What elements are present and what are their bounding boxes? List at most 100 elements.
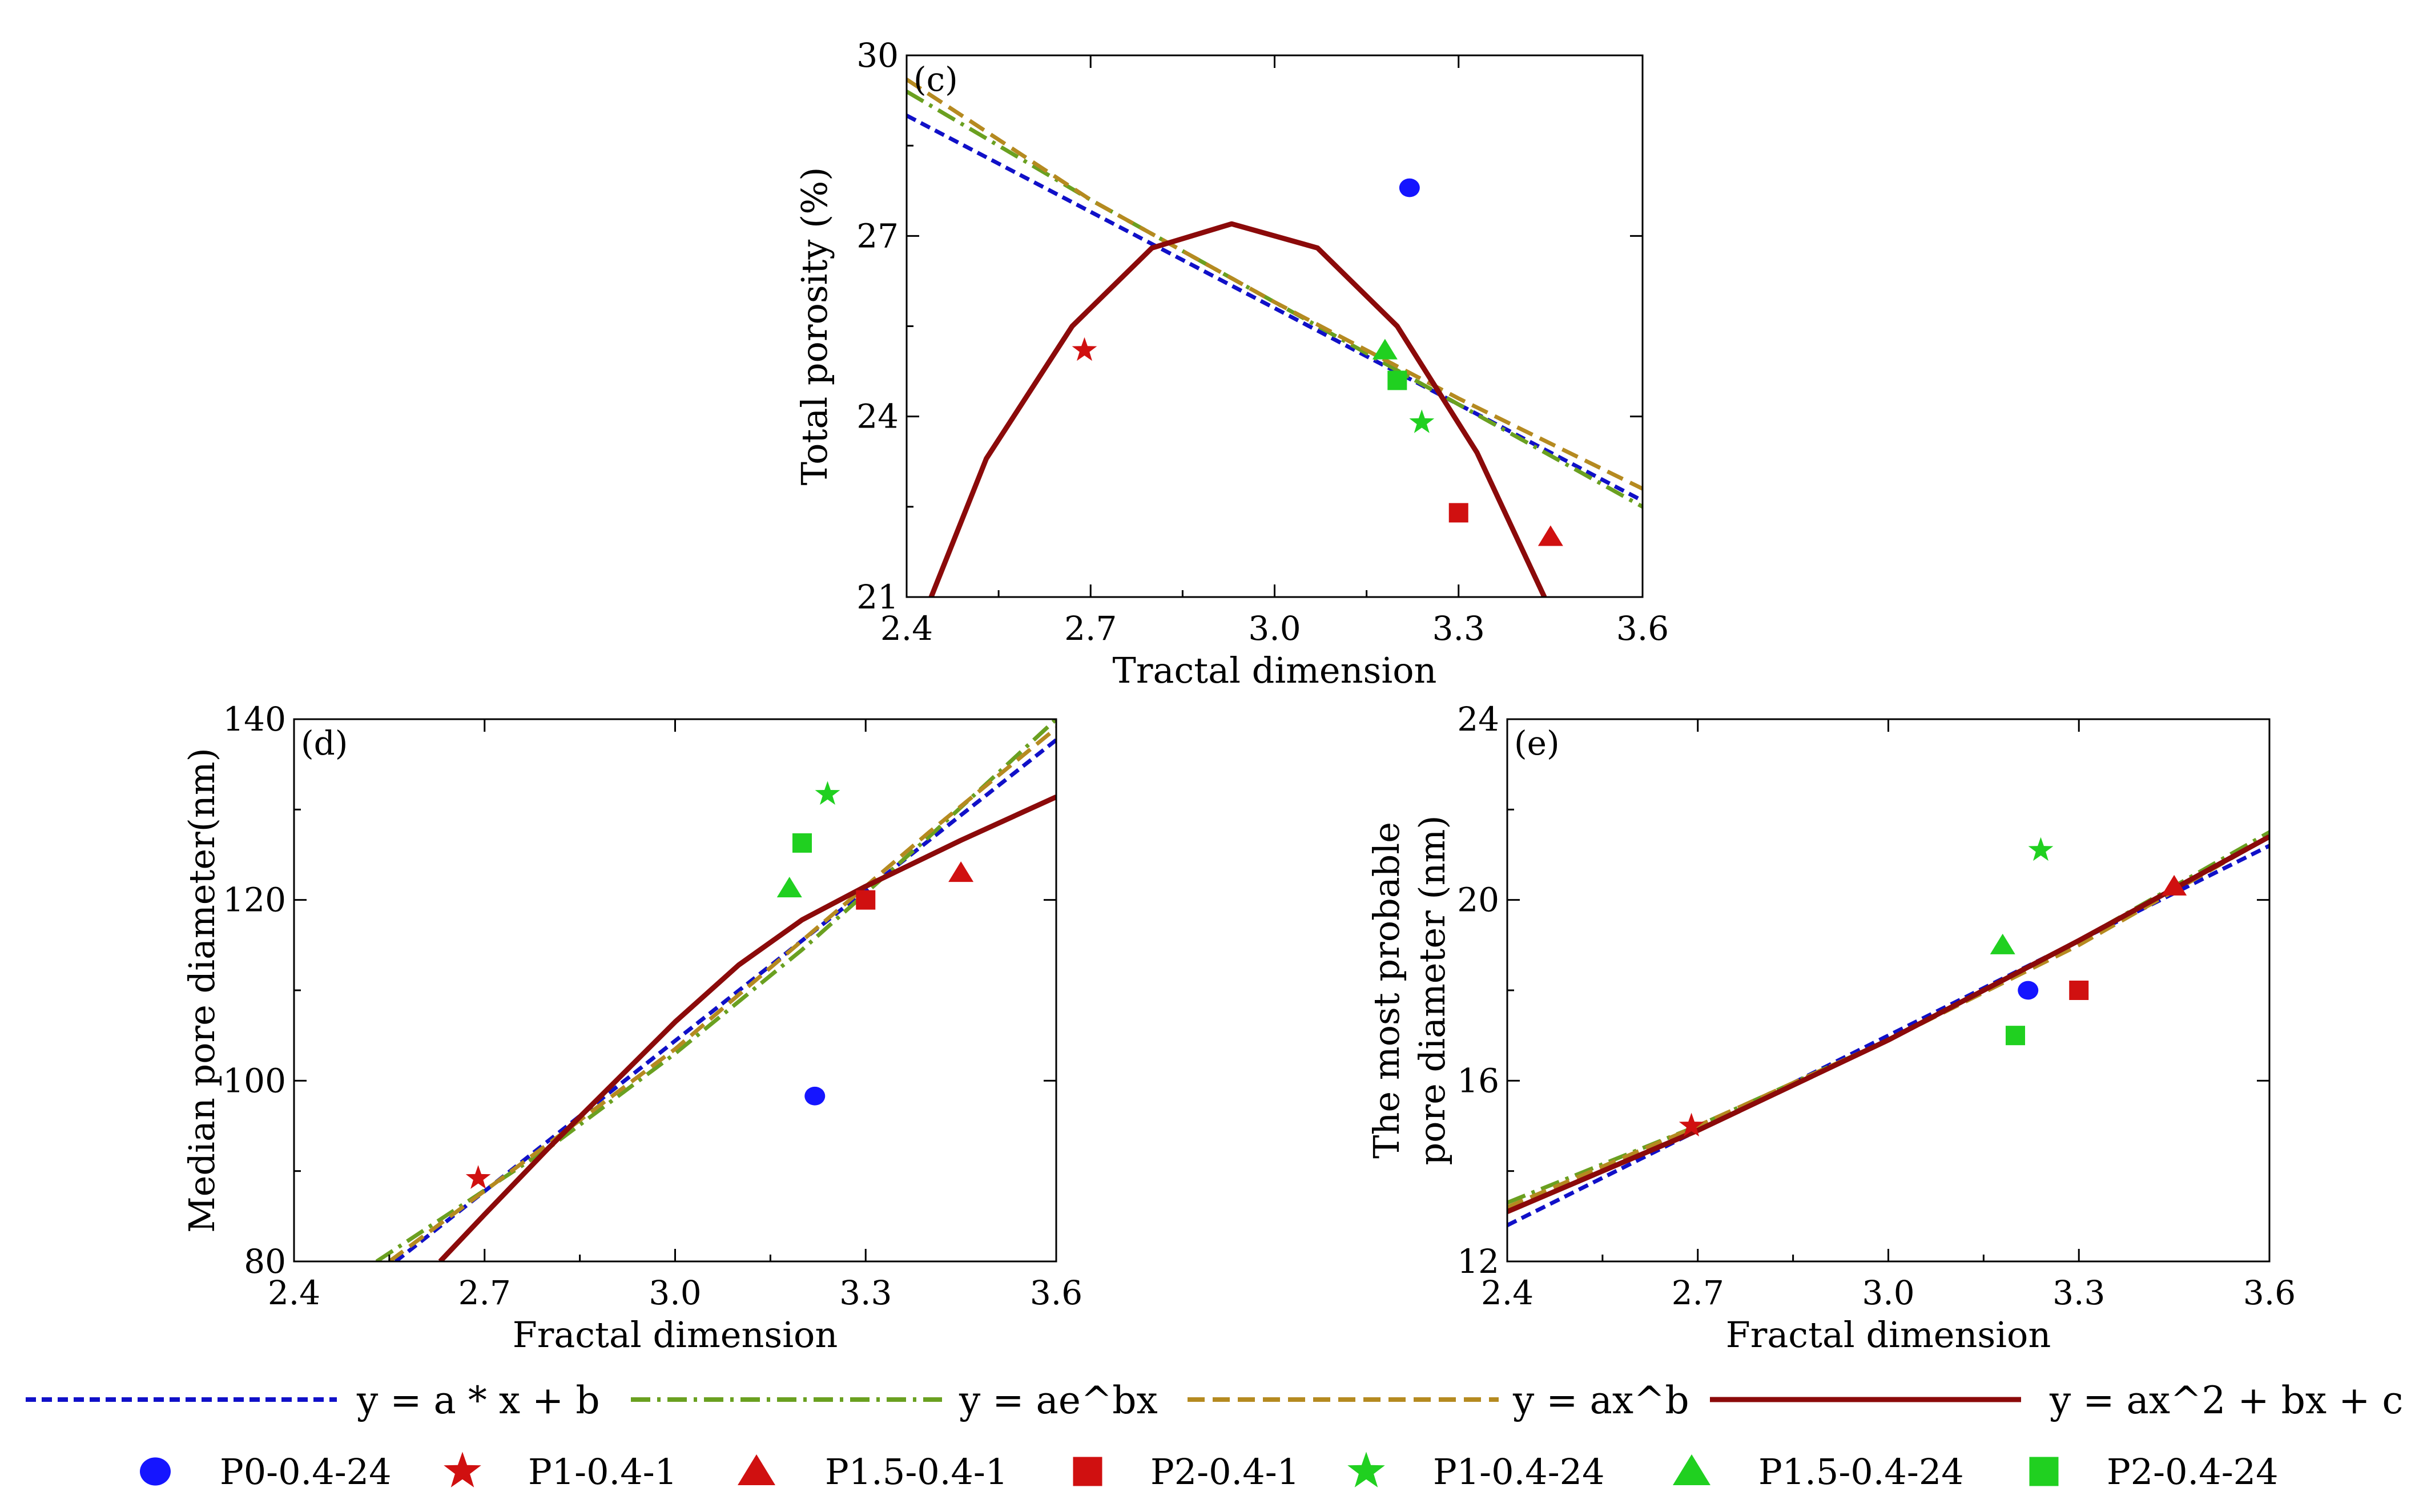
legend-marker-P1-0.4-24: [1347, 1451, 1385, 1487]
legend-label-quad: y = ax^2 + bx + c: [2049, 1378, 2403, 1422]
x-tick-label: 3.3: [1432, 609, 1485, 648]
y-tick-label: 12: [1457, 1242, 1499, 1281]
fit-line-quad: [438, 795, 1056, 1261]
chart-panel-e: 2.4 2.7 3.0 3.3 3.6 12 16 20 24 (e) Fractal dimens…: [1366, 700, 2296, 1356]
point-P0-0.4-24: [804, 1086, 826, 1106]
x-tick-label: 2.4: [268, 1273, 320, 1312]
x-tick-label: 2.4: [880, 609, 933, 648]
point-P1-0.4-24: [1409, 409, 1435, 433]
y-tick-label: 24: [1457, 700, 1499, 739]
x-tick-label: 3.0: [649, 1273, 701, 1312]
x-tick-label: 3.0: [1248, 609, 1301, 648]
y-tick-label: 16: [1457, 1061, 1499, 1100]
x-axis-label: Fractal dimension: [513, 1314, 838, 1356]
plot-frame: [905, 54, 1644, 598]
legend-marker-P1.5-0.4-1: [738, 1454, 775, 1485]
point-P2-0.4-1: [856, 890, 876, 910]
point-P0-0.4-24: [1399, 178, 1420, 197]
point-P1-0.4-1: [1679, 1112, 1704, 1137]
fit-line-power: [388, 727, 1056, 1261]
plot-frame: [1506, 718, 2271, 1263]
legend-label-linear: y = a * x + b: [356, 1378, 600, 1422]
point-P2-0.4-24: [792, 833, 812, 853]
y-tick-label: 100: [223, 1061, 286, 1100]
fit-line-exp: [1507, 830, 2269, 1205]
legend-label-sample: P1.5-0.4-1: [825, 1451, 1008, 1493]
x-tick-label: 3.3: [2052, 1273, 2105, 1312]
point-P1.5-0.4-1: [1537, 525, 1563, 546]
x-tick-label: 3.6: [1030, 1273, 1082, 1312]
panel-label: (d): [301, 724, 348, 763]
legend-label-sample: P1.5-0.4-24: [1758, 1451, 1964, 1493]
fit-line-power: [1507, 834, 2269, 1209]
data-points: [1072, 178, 1563, 546]
fit-lines: [375, 719, 1056, 1261]
y-tick-label: 24: [856, 397, 899, 436]
point-P0-0.4-24: [2018, 981, 2039, 1000]
point-P1.5-0.4-24: [1990, 933, 2015, 954]
legend-marker-P1.5-0.4-24: [1673, 1454, 1710, 1485]
point-P1-0.4-1: [1072, 337, 1097, 361]
chart-panel-d: 2.4 2.7 3.0 3.3 3.6 80 100 120 140 (d) Fractal dim…: [181, 700, 1082, 1356]
legend-marker-P2-0.4-1: [1073, 1457, 1102, 1486]
fit-line-exp: [375, 719, 1056, 1261]
chart-panel-c: 2.4 2.7 3.0 3.3 3.6 21 24 27 30 (c) Tractal dimens…: [794, 36, 1669, 691]
fit-line-linear: [907, 114, 1643, 503]
x-tick-label: 2.7: [1672, 1273, 1724, 1312]
plot-frame: [293, 718, 1057, 1263]
point-P1.5-0.4-24: [776, 877, 802, 898]
panel-label: (c): [913, 60, 958, 99]
fit-line-linear: [394, 738, 1056, 1261]
x-tick-label: 2.7: [1064, 609, 1117, 648]
point-P2-0.4-24: [1387, 370, 1407, 390]
point-P1.5-0.4-1: [2162, 874, 2187, 896]
x-tick-label: 3.6: [2243, 1273, 2296, 1312]
fit-line-quad: [928, 221, 1547, 597]
y-axis-label: The most probable pore diameter (nm): [1366, 815, 1453, 1165]
x-tick-label: 3.3: [839, 1273, 892, 1312]
charts: 2.4 2.7 3.0 3.3 3.6 21 24 27 30 (c) Tractal dimens…: [181, 36, 2296, 1356]
legend-label-sample: P2-0.4-1: [1150, 1451, 1299, 1493]
legend-label-sample: P2-0.4-24: [2107, 1451, 2279, 1493]
data-points: [1679, 837, 2187, 1137]
y-tick-label: 30: [856, 36, 899, 75]
point-P1-0.4-24: [815, 781, 840, 805]
legend-label-sample: P0-0.4-24: [220, 1451, 392, 1493]
legend-label-sample: P1-0.4-24: [1433, 1451, 1605, 1493]
point-P1.5-0.4-1: [948, 861, 974, 882]
panel-label: (e): [1514, 724, 1560, 763]
y-tick-label: 21: [856, 578, 899, 616]
x-tick-label: 2.7: [458, 1273, 511, 1312]
x-axis-label: Fractal dimension: [1726, 1314, 2051, 1356]
x-tick-label: 3.0: [1862, 1273, 1914, 1312]
legend: y = a * x + b y = ae^bx y = ax^b y = ax^2 +…: [26, 1378, 2403, 1493]
x-tick-label: 3.6: [1616, 609, 1669, 648]
y-tick-label: 80: [244, 1242, 286, 1281]
legend-label-power: y = ax^b: [1512, 1378, 1689, 1422]
legend-marker-P0-0.4-24: [140, 1457, 171, 1486]
x-tick-label: 2.4: [1481, 1273, 1534, 1312]
y-axis-label: Total porosity (%): [794, 167, 835, 486]
point-P2-0.4-1: [2069, 981, 2089, 1000]
y-axis-label: Median pore diameter(nm): [181, 748, 223, 1233]
fit-line-quad: [1507, 834, 2269, 1215]
point-P1-0.4-1: [465, 1165, 491, 1189]
point-P1-0.4-24: [2028, 837, 2054, 861]
fit-line-power: [907, 78, 1643, 491]
legend-label-sample: P1-0.4-1: [528, 1451, 677, 1493]
point-P1.5-0.4-24: [1372, 338, 1398, 360]
y-tick-label: 120: [223, 881, 286, 920]
point-P2-0.4-1: [1448, 503, 1468, 523]
fit-line-linear: [1507, 844, 2269, 1227]
fit-lines: [907, 78, 1643, 597]
data-points: [465, 781, 974, 1189]
y-tick-label: 27: [856, 216, 899, 255]
y-tick-label: 140: [223, 700, 286, 739]
legend-marker-P2-0.4-24: [2029, 1457, 2059, 1486]
y-tick-label: 20: [1457, 881, 1499, 920]
fit-line-exp: [907, 90, 1643, 509]
fit-lines: [1507, 830, 2269, 1227]
legend-label-exp: y = ae^bx: [959, 1378, 1158, 1422]
x-axis-label: Tractal dimension: [1113, 650, 1437, 691]
